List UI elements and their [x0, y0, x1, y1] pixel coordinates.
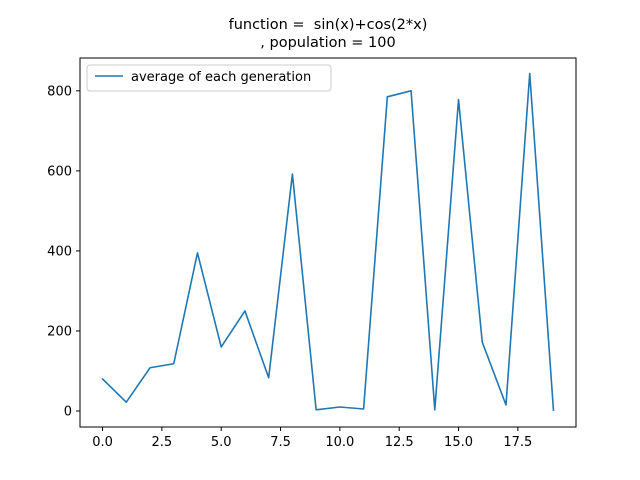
- x-tick-label: 5.0: [211, 435, 232, 450]
- x-tick-label: 0.0: [92, 435, 113, 450]
- x-tick-label: 15.0: [444, 435, 473, 450]
- y-tick-label: 600: [47, 164, 72, 179]
- x-tick-label: 17.5: [503, 435, 532, 450]
- y-tick-label: 800: [47, 84, 72, 99]
- plot-area: [80, 58, 576, 427]
- x-tick-label: 7.5: [270, 435, 291, 450]
- chart-title-line2: , population = 100: [260, 35, 396, 51]
- y-tick-label: 400: [47, 244, 72, 259]
- series-line: [101, 72, 555, 412]
- x-tick-label: 2.5: [152, 435, 173, 450]
- y-tick-label: 0: [64, 404, 72, 419]
- legend-box: [86, 64, 332, 92]
- x-tick-label: 12.5: [385, 435, 414, 450]
- legend-label: average of each generation: [131, 70, 311, 85]
- x-tick-label: 10.0: [325, 435, 354, 450]
- y-tick-label: 200: [47, 324, 72, 339]
- legend: average of each generation: [86, 64, 332, 92]
- chart-title-line1: function = sin(x)+cos(2*x): [228, 17, 428, 33]
- plot-frame: [79, 57, 577, 428]
